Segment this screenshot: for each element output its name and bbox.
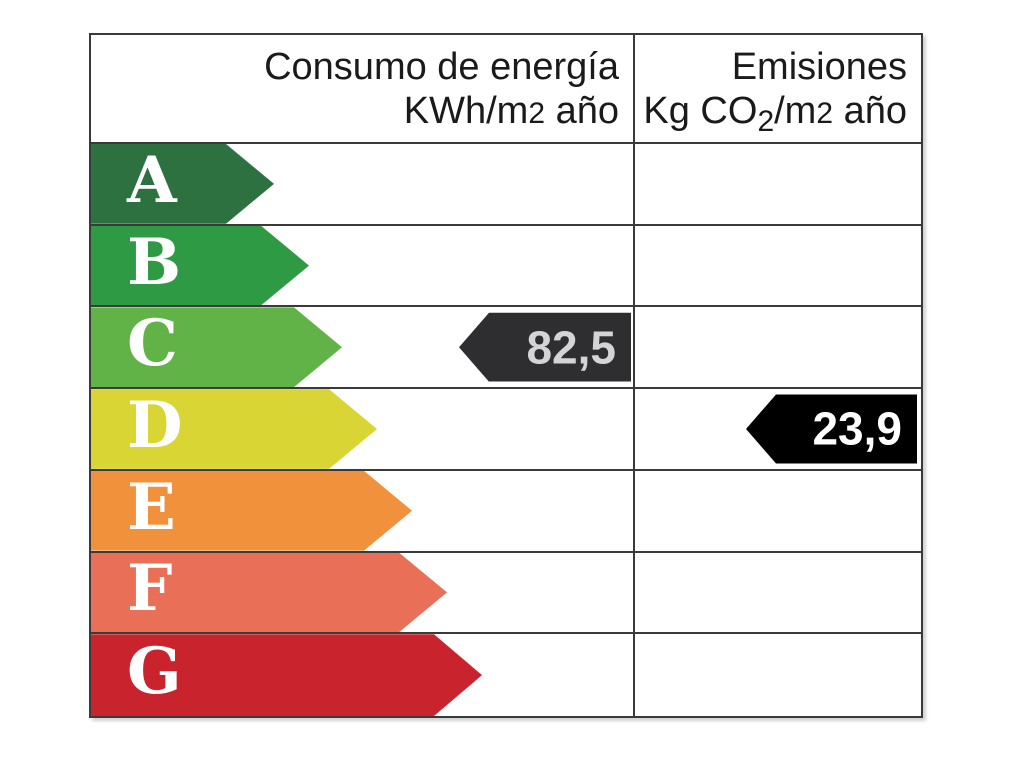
header-consumption: Consumo de energía KWh/m2 año: [91, 35, 633, 144]
grade-arrow-f: F: [91, 553, 447, 633]
grade-row-d-consumption-cell: D: [91, 389, 633, 471]
grade-row-a-emissions-cell: [633, 144, 921, 226]
rating-table: Consumo de energía KWh/m2 año Emisiones …: [89, 33, 923, 718]
consumption-unit-prefix: KWh/m: [403, 90, 529, 132]
grade-arrow-g: G: [91, 634, 482, 716]
consumption-unit-suffix: año: [545, 90, 619, 132]
grade-arrow-b: B: [91, 226, 309, 306]
grade-row-e-emissions-cell: [633, 470, 921, 553]
grade-row-b-consumption-cell: B: [91, 226, 633, 308]
emissions-unit-exponent: 2: [816, 97, 834, 130]
emissions-title: Emisiones: [731, 46, 907, 88]
consumption-value-arrow: 82,5: [459, 312, 631, 382]
grade-letter-g: G: [127, 634, 182, 710]
rating-grid: Consumo de energía KWh/m2 año Emisiones …: [91, 35, 921, 716]
grade-arrow-d: D: [91, 389, 377, 469]
grade-letter-c: C: [127, 306, 178, 382]
grade-arrow-c: C: [91, 307, 342, 387]
consumption-unit-exponent: 2: [528, 97, 546, 130]
grade-row-g-emissions-cell: [633, 634, 921, 716]
grade-letter-d: D: [127, 387, 183, 463]
consumption-value: 82,5: [526, 321, 616, 374]
grade-letter-e: E: [127, 469, 176, 545]
grade-row-a-consumption-cell: A: [91, 144, 633, 226]
emissions-unit-subscript: 2: [757, 105, 775, 138]
grade-letter-a: A: [127, 142, 177, 218]
grade-arrow-a: A: [91, 144, 274, 224]
grade-row-f-consumption-cell: F: [91, 553, 633, 635]
emissions-value-arrow: 23,9: [746, 394, 917, 464]
grade-row-c-consumption-cell: C 82,5: [91, 307, 633, 390]
emissions-unit-prefix: Kg CO: [643, 90, 758, 132]
consumption-unit: KWh/m2 año: [404, 89, 619, 136]
grade-row-f-emissions-cell: [633, 552, 921, 635]
header-emissions: Emisiones Kg CO2/m2 año: [633, 35, 921, 144]
grade-row-b-emissions-cell: [633, 225, 921, 308]
emissions-value: 23,9: [812, 402, 902, 455]
emissions-unit: Kg CO2/m2 año: [643, 89, 907, 138]
grade-letter-f: F: [127, 551, 173, 627]
grade-letter-b: B: [127, 224, 182, 300]
grade-arrow-e: E: [91, 471, 412, 551]
emissions-unit-suffix: año: [833, 90, 907, 132]
grade-row-g-consumption-cell: G: [91, 634, 633, 716]
emissions-unit-mid: /m: [774, 90, 817, 132]
grade-row-c-emissions-cell: [633, 307, 921, 390]
consumption-title: Consumo de energía: [264, 46, 619, 88]
grade-row-d-emissions-cell: 23,9: [633, 389, 921, 471]
grade-row-e-consumption-cell: E: [91, 471, 633, 553]
